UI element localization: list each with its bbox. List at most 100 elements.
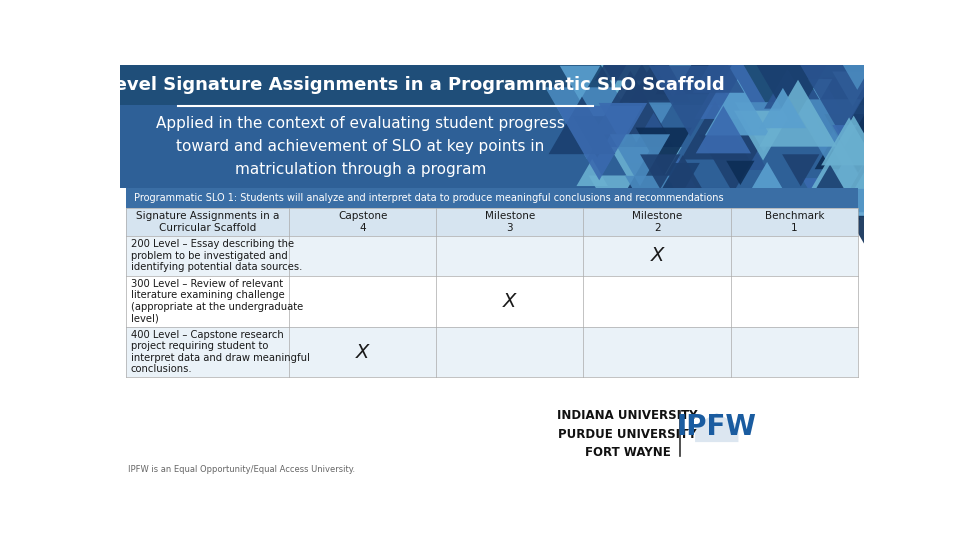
Polygon shape <box>612 100 675 154</box>
Polygon shape <box>596 223 651 271</box>
Polygon shape <box>684 188 734 231</box>
Polygon shape <box>800 64 883 136</box>
Polygon shape <box>726 161 755 185</box>
Polygon shape <box>734 102 793 152</box>
Polygon shape <box>694 50 775 119</box>
Polygon shape <box>681 101 749 159</box>
Polygon shape <box>603 179 684 248</box>
Polygon shape <box>651 58 695 97</box>
Polygon shape <box>594 50 636 85</box>
Polygon shape <box>648 198 673 219</box>
Polygon shape <box>656 34 726 94</box>
Text: INDIANA UNIVERSITY
PURDUE UNIVERSITY
FORT WAYNE: INDIANA UNIVERSITY PURDUE UNIVERSITY FOR… <box>558 409 698 460</box>
Polygon shape <box>734 111 792 160</box>
Polygon shape <box>630 163 700 224</box>
Polygon shape <box>665 215 749 287</box>
Polygon shape <box>807 79 832 100</box>
Polygon shape <box>583 199 611 222</box>
Polygon shape <box>832 71 873 106</box>
Text: 400 Level – Capstone research
project requiring student to
interpret data and dr: 400 Level – Capstone research project re… <box>131 329 310 374</box>
Polygon shape <box>693 49 744 93</box>
Text: X: X <box>650 246 663 265</box>
Polygon shape <box>737 144 767 170</box>
Text: IPFW is an Equal Opportunity/Equal Access University.: IPFW is an Equal Opportunity/Equal Acces… <box>128 465 355 475</box>
Polygon shape <box>613 215 683 274</box>
Polygon shape <box>556 106 642 180</box>
Text: Milestone
2: Milestone 2 <box>632 211 683 233</box>
Polygon shape <box>703 208 744 245</box>
Text: Benchmark
1: Benchmark 1 <box>764 211 824 233</box>
Polygon shape <box>836 165 892 212</box>
Polygon shape <box>821 117 877 165</box>
Text: X: X <box>503 292 516 310</box>
Polygon shape <box>605 215 654 257</box>
Text: Course Level Signature Assignments in a Programmatic SLO Scaffold: Course Level Signature Assignments in a … <box>27 76 725 94</box>
Polygon shape <box>599 103 647 145</box>
Polygon shape <box>824 114 892 173</box>
Text: 300 Level – Review of relevant
literature examining challenge
(appropriate at th: 300 Level – Review of relevant literatur… <box>131 279 303 323</box>
Polygon shape <box>604 196 647 234</box>
FancyBboxPatch shape <box>126 188 858 208</box>
Polygon shape <box>699 134 767 193</box>
Text: Capstone
4: Capstone 4 <box>338 211 387 233</box>
Polygon shape <box>696 106 751 153</box>
Polygon shape <box>819 184 860 220</box>
Polygon shape <box>812 165 848 194</box>
Polygon shape <box>608 148 693 222</box>
Polygon shape <box>764 69 810 109</box>
Polygon shape <box>786 199 842 247</box>
Polygon shape <box>636 127 692 176</box>
Polygon shape <box>802 178 832 204</box>
Polygon shape <box>794 192 818 213</box>
Polygon shape <box>791 99 861 160</box>
Polygon shape <box>752 57 831 125</box>
FancyBboxPatch shape <box>126 236 858 276</box>
Polygon shape <box>543 205 600 254</box>
Polygon shape <box>594 32 652 80</box>
Polygon shape <box>640 154 681 189</box>
FancyBboxPatch shape <box>120 105 864 188</box>
Polygon shape <box>573 116 621 158</box>
Polygon shape <box>545 87 629 159</box>
Polygon shape <box>610 147 682 209</box>
Polygon shape <box>649 65 732 137</box>
Polygon shape <box>758 70 818 122</box>
Polygon shape <box>782 154 820 186</box>
Text: 200 Level – Essay describing the
problem to be investigated and
identifying pote: 200 Level – Essay describing the problem… <box>131 239 302 272</box>
FancyBboxPatch shape <box>126 327 858 377</box>
Polygon shape <box>799 90 857 140</box>
FancyBboxPatch shape <box>120 65 864 105</box>
Polygon shape <box>822 77 886 132</box>
Polygon shape <box>576 159 608 186</box>
Polygon shape <box>589 45 662 109</box>
FancyBboxPatch shape <box>126 276 858 327</box>
Polygon shape <box>811 116 897 189</box>
Polygon shape <box>720 198 782 252</box>
Polygon shape <box>759 80 837 147</box>
Polygon shape <box>815 143 845 169</box>
Polygon shape <box>848 216 891 253</box>
Polygon shape <box>726 162 809 234</box>
Polygon shape <box>625 176 669 214</box>
Polygon shape <box>610 134 670 186</box>
Polygon shape <box>649 30 719 90</box>
Polygon shape <box>619 41 691 103</box>
Polygon shape <box>815 156 879 211</box>
Text: IPFW: IPFW <box>677 413 756 441</box>
Polygon shape <box>832 125 857 146</box>
FancyBboxPatch shape <box>126 208 858 236</box>
Polygon shape <box>630 113 678 154</box>
Polygon shape <box>759 88 806 128</box>
Polygon shape <box>801 113 869 173</box>
Polygon shape <box>560 66 600 100</box>
Text: Programmatic SLO 1: Students will analyze and interpret data to produce meaningf: Programmatic SLO 1: Students will analyz… <box>134 193 724 203</box>
Polygon shape <box>695 413 738 442</box>
Text: Milestone
3: Milestone 3 <box>485 211 535 233</box>
Polygon shape <box>836 53 878 90</box>
Polygon shape <box>548 97 615 154</box>
Text: Signature Assignments in a
Curricular Scaffold: Signature Assignments in a Curricular Sc… <box>136 211 279 233</box>
Text: Applied in the context of evaluating student progress
toward and achievement of : Applied in the context of evaluating stu… <box>156 116 564 177</box>
Polygon shape <box>564 207 590 230</box>
Polygon shape <box>645 155 720 220</box>
Polygon shape <box>650 158 708 208</box>
